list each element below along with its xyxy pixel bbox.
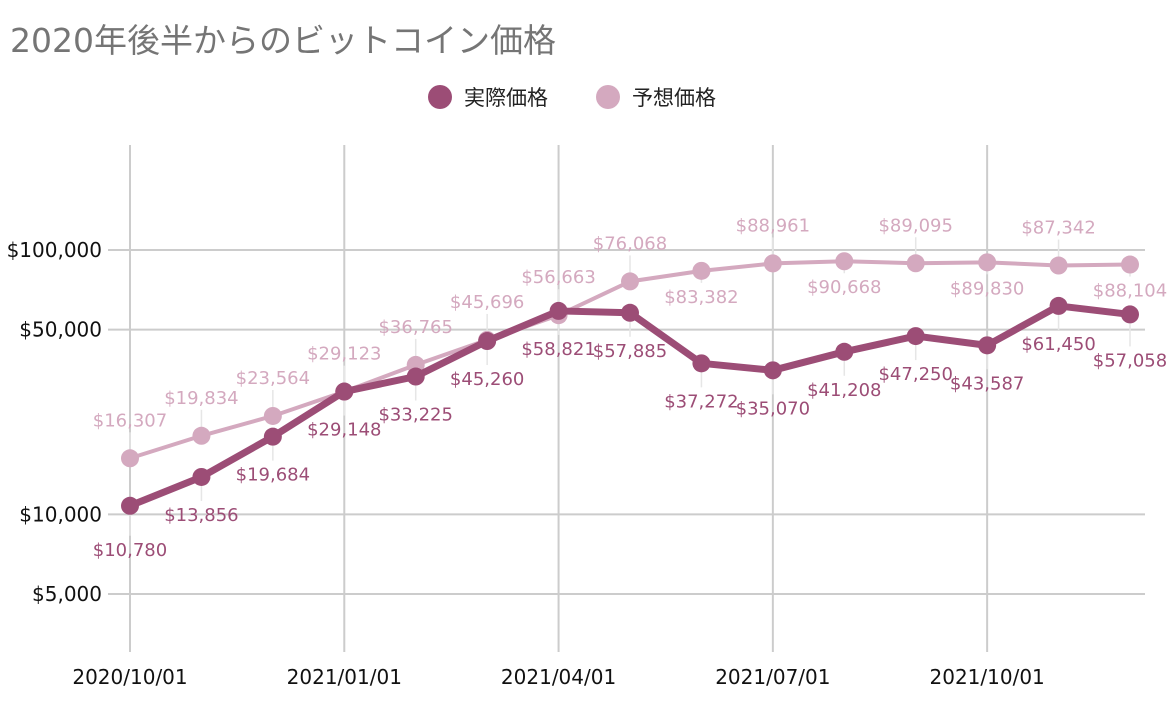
actual-price-label: $57,885 [593, 341, 667, 362]
actual-price-point [1049, 296, 1068, 315]
forecast-price-label: $76,068 [593, 233, 667, 254]
y-tick-label: $100,000 [7, 238, 102, 262]
legend-marker-forecast [596, 85, 620, 109]
forecast-price-point [1049, 256, 1068, 275]
forecast-price-point [906, 254, 925, 273]
y-tick-label: $50,000 [19, 318, 102, 342]
chart-title: 2020年後半からのビットコイン価格 [10, 21, 556, 60]
y-tick-label: $10,000 [19, 502, 102, 526]
forecast-price-label: $16,307 [93, 410, 167, 431]
actual-price-label: $33,225 [378, 405, 452, 426]
actual-price-point [406, 367, 425, 386]
y-tick-label: $5,000 [32, 582, 102, 606]
series [121, 252, 1139, 515]
forecast-price-point [1121, 255, 1139, 274]
actual-price-label: $19,684 [236, 465, 310, 486]
forecast-price-label: $88,961 [736, 215, 810, 236]
forecast-price-point [978, 253, 997, 272]
actual-price-point [121, 496, 139, 515]
x-tick-label: 2021/07/01 [715, 665, 830, 689]
legend: 実際価格 予想価格 [428, 85, 716, 110]
forecast-price-label: $23,564 [236, 368, 310, 389]
actual-price-point [335, 382, 354, 401]
x-tick-label: 2021/10/01 [930, 665, 1045, 689]
actual-price-label: $43,587 [950, 373, 1024, 394]
forecast-price-label: $45,696 [450, 292, 524, 313]
actual-price-label: $58,821 [521, 339, 595, 360]
forecast-price-label: $36,765 [378, 317, 452, 338]
actual-price-point [692, 354, 711, 373]
legend-marker-actual [428, 85, 452, 109]
x-tick-label: 2021/04/01 [501, 665, 616, 689]
actual-price-label: $37,272 [664, 391, 738, 412]
actual-price-point [478, 332, 497, 351]
forecast-price-point [763, 254, 782, 273]
gridlines [108, 145, 1145, 652]
forecast-price-label: $29,123 [307, 344, 381, 365]
x-axis: 2020/10/01 2021/01/01 2021/04/01 2021/07/01… [72, 665, 1044, 689]
forecast-price-label: $90,668 [807, 277, 881, 298]
forecast-price-label: $89,095 [878, 215, 952, 236]
legend-label-actual: 実際価格 [464, 86, 548, 110]
actual-price-point [763, 361, 782, 380]
actual-price-point [192, 467, 211, 486]
forecast-price-point [263, 406, 282, 425]
actual-price-label: $13,856 [164, 505, 238, 526]
actual-price-label: $10,780 [93, 540, 167, 561]
forecast-price-point [621, 272, 639, 291]
forecast-price-point [692, 261, 711, 280]
y-axis: $5,000 $10,000 $50,000 $100,000 [7, 238, 102, 606]
data-labels: $16,307$19,834$23,564 $29,123 $36,765 $45,6… [93, 215, 1167, 561]
x-tick-label: 2020/10/01 [72, 665, 187, 689]
actual-price-label: $57,058 [1093, 350, 1167, 371]
forecast-price-label: $19,834 [164, 388, 238, 409]
actual-price-label: $35,070 [736, 398, 810, 419]
x-tick-label: 2021/01/01 [287, 665, 402, 689]
actual-price-point [906, 327, 925, 346]
actual-price-label: $29,148 [307, 420, 381, 441]
actual-price-label: $45,260 [450, 369, 524, 390]
actual-price-point [835, 342, 854, 361]
actual-price-point [549, 301, 568, 320]
forecast-price-label: $83,382 [664, 287, 738, 308]
forecast-price-label: $88,104 [1093, 281, 1167, 302]
actual-price-point [978, 336, 997, 355]
actual-price-point [621, 303, 639, 322]
forecast-price-point [835, 252, 854, 271]
forecast-price-point [192, 426, 211, 445]
forecast-price-label: $89,830 [950, 278, 1024, 299]
legend-label-forecast: 予想価格 [632, 86, 716, 110]
actual-price-point [1121, 305, 1139, 324]
forecast-price-label: $56,663 [521, 267, 595, 288]
actual-price-point [263, 427, 282, 446]
forecast-price-point [121, 449, 139, 468]
actual-price-label: $61,450 [1021, 334, 1095, 355]
actual-price-label: $41,208 [807, 380, 881, 401]
forecast-price-label: $87,342 [1021, 218, 1095, 239]
actual-price-label: $47,250 [878, 364, 952, 385]
